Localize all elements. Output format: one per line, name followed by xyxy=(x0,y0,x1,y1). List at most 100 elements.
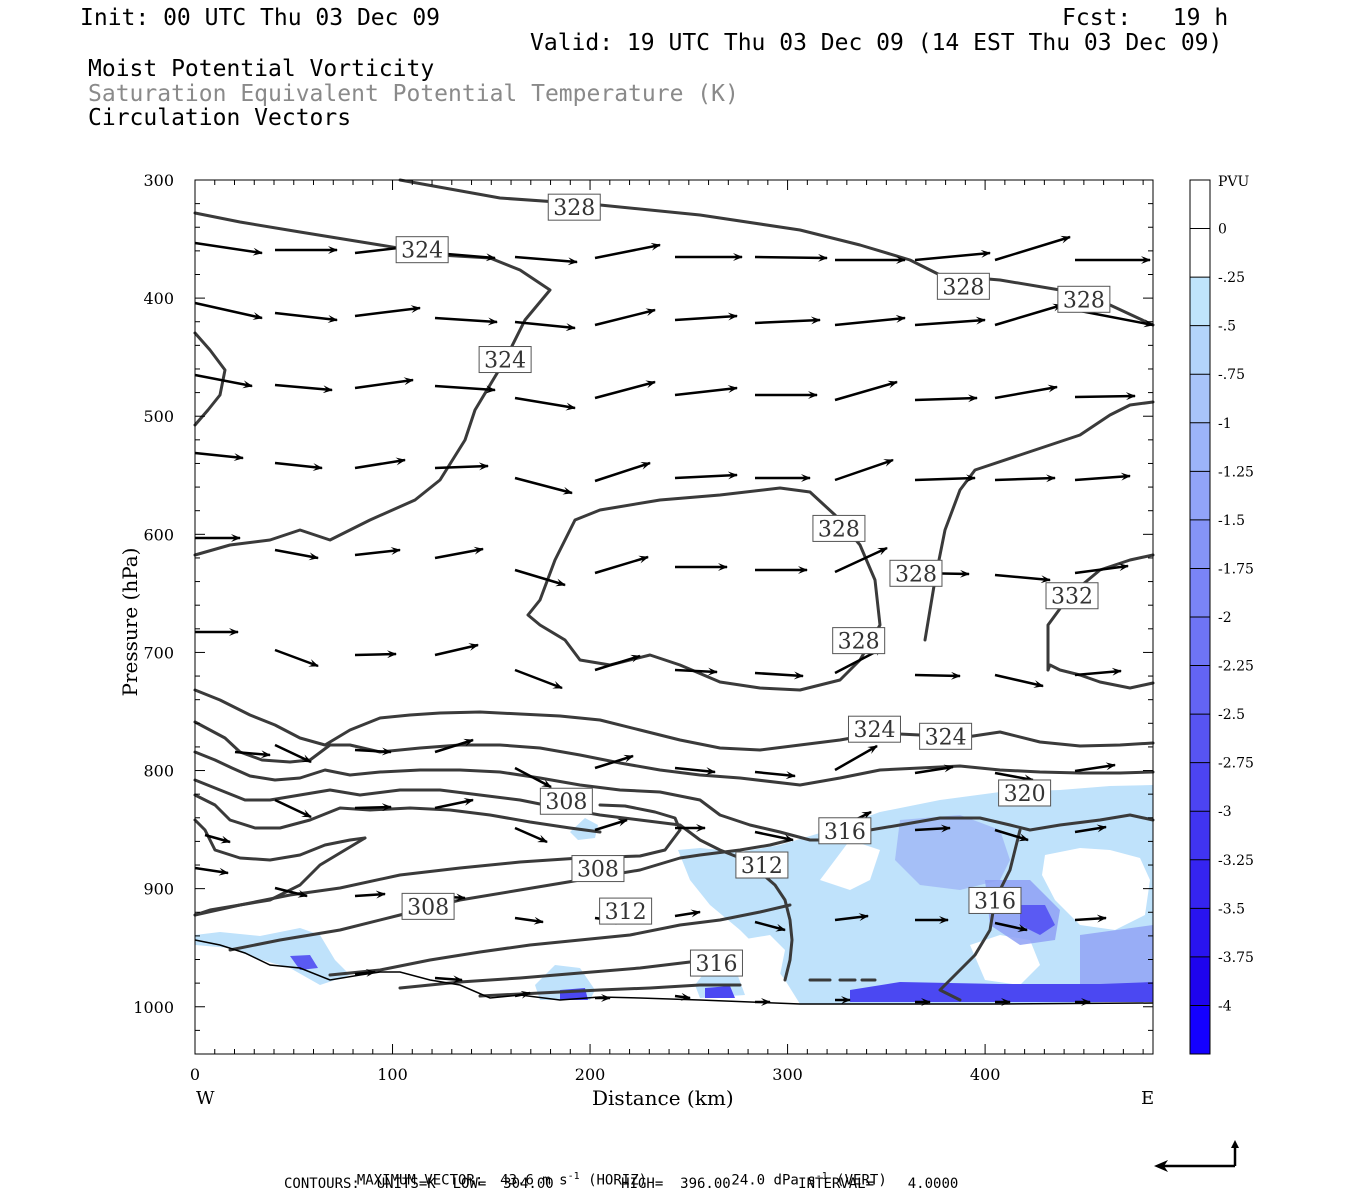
colorbar-label: -3.75 xyxy=(1218,950,1254,966)
circulation-vector xyxy=(914,824,951,833)
footer-max-vector: MAXIMUM VECTOR: 43.6 m s-1 (HORIZ) 24.0 … xyxy=(340,1158,887,1188)
circulation-vector xyxy=(754,316,821,325)
contour-label: 328 xyxy=(818,517,860,542)
y-tick-label: 600 xyxy=(143,525,174,544)
colorbar-swatch xyxy=(1190,665,1210,715)
circulation-vector xyxy=(204,833,231,844)
pv-shade-light-east xyxy=(678,785,1153,1004)
contour-316-upper xyxy=(193,750,1155,842)
circulation-vector xyxy=(834,458,894,482)
contour-label: 312 xyxy=(605,900,647,925)
colorbar-swatch xyxy=(1190,277,1210,327)
circulation-vector xyxy=(994,303,1063,327)
contour-label-box xyxy=(1057,285,1111,313)
contour-324-upper xyxy=(193,211,552,557)
contour-label-box xyxy=(599,897,653,925)
x-axis-label: Distance (km) xyxy=(592,1086,734,1110)
colorbar-swatch xyxy=(1190,956,1210,1006)
contour-label: 328 xyxy=(838,630,880,655)
circulation-vector xyxy=(354,457,406,470)
contour-label-box xyxy=(919,722,973,750)
circulation-vector xyxy=(1074,563,1129,575)
circulation-vector xyxy=(994,384,1058,400)
colorbar-swatch xyxy=(1190,762,1210,812)
circulation-vector xyxy=(834,546,888,574)
x-tick-label: 400 xyxy=(970,1065,1001,1084)
circulation-vector xyxy=(354,890,386,899)
circulation-vector xyxy=(274,798,312,819)
contour-label-box xyxy=(889,559,943,587)
colorbar-label: -1 xyxy=(1218,416,1232,432)
max-vector-label: MAXIMUM VECTOR: xyxy=(356,1172,484,1189)
contour-label: 312 xyxy=(741,854,783,879)
pv-shade-blob-deep-2 xyxy=(705,986,735,998)
pv-shade-deep-surface xyxy=(850,982,1153,1002)
circulation-vector xyxy=(674,992,691,1001)
circulation-vector xyxy=(354,803,392,812)
circulation-vector xyxy=(594,654,641,672)
plot-frame xyxy=(194,179,1154,1055)
colorbar-label: -2.25 xyxy=(1218,659,1254,675)
circulation-vector xyxy=(1074,824,1107,834)
circulation-vector xyxy=(754,770,796,780)
x-tick-label: 100 xyxy=(377,1065,408,1084)
circulation-vector xyxy=(1074,667,1122,677)
max-vector-vert: 24.0 dPa s xyxy=(731,1172,816,1189)
circulation-vector xyxy=(274,461,323,472)
x-end-label-west: W xyxy=(196,1088,215,1109)
contour-label-box xyxy=(936,272,990,300)
circulation-vector xyxy=(194,451,244,462)
circulation-vector xyxy=(1074,472,1131,482)
x-tick-label: 0 xyxy=(190,1065,200,1084)
circulation-vector xyxy=(354,650,397,659)
contour-west-308 xyxy=(193,836,367,917)
colorbar-swatch xyxy=(1190,325,1210,375)
colorbar-swatch xyxy=(1190,374,1210,424)
circulation-vector xyxy=(194,373,253,389)
circulation-vector xyxy=(914,394,978,403)
circulation-vector xyxy=(434,738,474,754)
contour-label: 332 xyxy=(1051,585,1093,610)
colorbar-label: -3.25 xyxy=(1218,853,1254,869)
circulation-vector xyxy=(834,744,878,772)
contour-320 xyxy=(193,720,1155,787)
colorbar-swatch xyxy=(1190,228,1210,278)
circulation-vector xyxy=(194,301,263,320)
circulation-vector xyxy=(674,766,716,776)
y-tick-label: 800 xyxy=(143,762,174,781)
contour-label: 328 xyxy=(1063,288,1105,313)
contour-label: 328 xyxy=(942,275,984,300)
circulation-vector xyxy=(594,242,661,260)
circulation-vector xyxy=(514,320,576,332)
circulation-vector xyxy=(994,573,1051,584)
pv-shade-light-west xyxy=(195,928,350,985)
contour-label: 328 xyxy=(553,196,595,221)
circulation-vector xyxy=(754,253,828,262)
circulation-vector xyxy=(354,547,401,557)
contour-label: 324 xyxy=(484,349,526,374)
circulation-vector xyxy=(594,818,628,832)
forecast-hour: Fcst: 19 h xyxy=(1062,5,1229,31)
contour-label: 308 xyxy=(545,790,587,815)
circulation-vector xyxy=(674,312,738,322)
colorbar-swatch xyxy=(1190,471,1210,521)
colorbar-label: -.75 xyxy=(1218,367,1245,383)
circulation-vector xyxy=(594,380,656,400)
contour-label: 316 xyxy=(695,952,737,977)
y-tick-label: 700 xyxy=(143,643,174,662)
pv-shade-deep-west xyxy=(290,955,318,970)
field-title-theta-es: Saturation Equivalent Potential Temperat… xyxy=(88,81,739,107)
circulation-vector xyxy=(514,990,531,999)
circulation-vector xyxy=(274,311,338,323)
contour-label: 324 xyxy=(853,718,895,743)
contour-308-upper xyxy=(193,793,602,834)
contour-label-box xyxy=(689,949,743,977)
circulation-vector xyxy=(274,383,333,394)
circulation-vector xyxy=(594,461,651,483)
circulation-vector xyxy=(1074,392,1136,401)
circulation-vector xyxy=(754,671,804,680)
y-axis-label: Pressure (hPa) xyxy=(118,547,142,697)
colorbar-label: -1.5 xyxy=(1218,513,1245,529)
circulation-vector xyxy=(434,975,463,984)
